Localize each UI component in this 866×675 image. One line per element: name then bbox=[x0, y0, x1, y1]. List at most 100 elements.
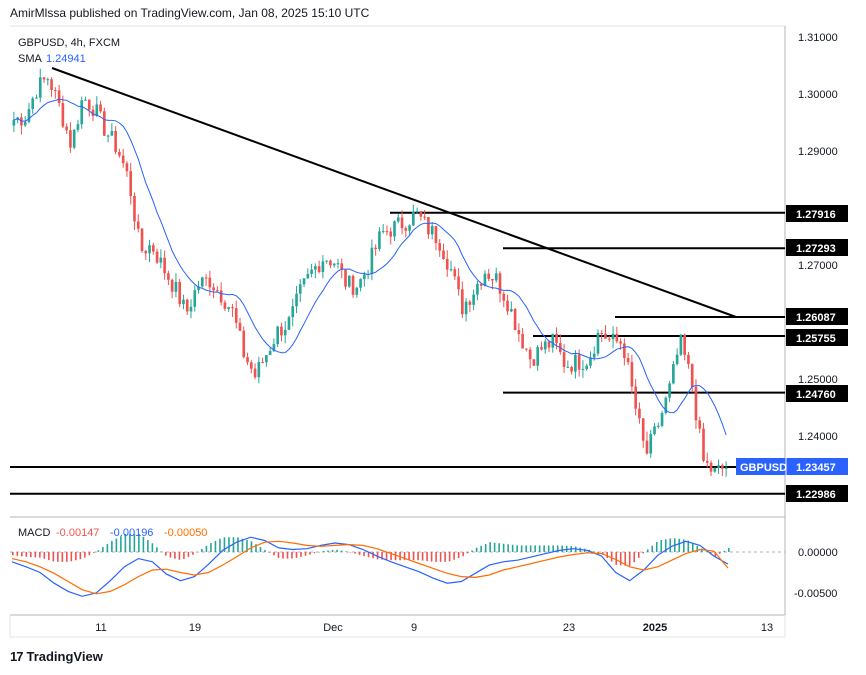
candle-body bbox=[521, 334, 524, 349]
candle-body bbox=[23, 121, 27, 126]
candle-body bbox=[634, 386, 637, 409]
candle-body bbox=[536, 347, 540, 366]
candle-body bbox=[133, 195, 136, 222]
macd-histogram-bar bbox=[642, 552, 645, 554]
candle-body bbox=[272, 344, 276, 352]
macd-histogram-bar bbox=[619, 552, 622, 566]
macd-histogram-bar bbox=[687, 540, 690, 552]
macd-histogram-bar bbox=[12, 552, 14, 556]
candle-body bbox=[302, 278, 306, 285]
macd-histogram-bar bbox=[214, 540, 217, 552]
candle-body bbox=[445, 259, 449, 270]
candle-body bbox=[656, 425, 660, 427]
macd-histogram-bar bbox=[133, 533, 136, 552]
candle-body bbox=[223, 302, 227, 309]
candle-body bbox=[687, 354, 690, 365]
candle-body bbox=[566, 366, 570, 368]
candle-body bbox=[400, 217, 404, 229]
candle-body bbox=[404, 228, 408, 231]
level-label: 1.27293 bbox=[796, 243, 836, 255]
macd-histogram-bar bbox=[183, 552, 185, 559]
candle-body bbox=[528, 349, 532, 360]
candle-body bbox=[498, 273, 502, 294]
candle-body bbox=[419, 211, 423, 217]
candle-body bbox=[589, 357, 592, 366]
candle-body bbox=[355, 287, 359, 295]
macd-histogram-bar bbox=[691, 543, 694, 552]
y-tick: 1.29000 bbox=[798, 146, 838, 158]
macd-histogram-bar bbox=[538, 545, 541, 552]
macd-legend-label[interactable]: MACD bbox=[18, 527, 50, 539]
candle-body bbox=[170, 279, 174, 292]
candle-body bbox=[110, 131, 114, 136]
candle-body bbox=[65, 126, 68, 131]
candlesticks bbox=[12, 68, 728, 477]
macd-histogram-bar bbox=[273, 552, 275, 556]
candle-body bbox=[592, 353, 596, 358]
candle-body bbox=[543, 341, 547, 350]
candle-body bbox=[287, 317, 291, 330]
candle-body bbox=[506, 300, 509, 312]
macd-histogram-bar bbox=[439, 552, 442, 562]
macd-histogram-bar bbox=[628, 552, 631, 566]
macd-histogram-bar bbox=[115, 538, 118, 552]
candle-body bbox=[265, 355, 268, 363]
macd-histogram-bar bbox=[120, 536, 122, 552]
macd-histogram-bar bbox=[646, 549, 649, 552]
candle-body bbox=[464, 301, 468, 315]
candle-body bbox=[114, 131, 117, 152]
candle-body bbox=[118, 151, 121, 156]
level-label: 1.22986 bbox=[796, 489, 836, 501]
candle-body bbox=[381, 231, 385, 233]
tradingview-icon: 17 bbox=[10, 649, 24, 664]
candle-body bbox=[709, 462, 713, 472]
candle-body bbox=[615, 333, 619, 342]
candle-body bbox=[649, 434, 653, 454]
candle-body bbox=[423, 216, 426, 218]
candle-body bbox=[509, 309, 513, 312]
macd-histogram-bar bbox=[637, 552, 640, 558]
candle-body bbox=[675, 354, 679, 365]
macd-histogram-bar bbox=[484, 544, 487, 552]
trend-line bbox=[51, 67, 737, 318]
candle-body bbox=[698, 420, 702, 429]
candle-body bbox=[295, 293, 298, 307]
candle-body bbox=[200, 277, 204, 287]
candle-body bbox=[347, 275, 351, 287]
candle-body bbox=[396, 217, 400, 222]
candle-body bbox=[476, 283, 479, 295]
macd-histogram-bar bbox=[394, 552, 397, 561]
macd-histogram-bar bbox=[718, 552, 721, 554]
candle-body bbox=[27, 109, 31, 122]
macd-signal-line bbox=[11, 540, 729, 595]
candle-body bbox=[385, 231, 389, 233]
sma-legend-label[interactable]: SMA bbox=[18, 53, 43, 65]
candle-body bbox=[99, 104, 102, 112]
candle-body bbox=[50, 79, 53, 90]
macd-histogram-bar bbox=[354, 552, 356, 554]
candle-body bbox=[434, 226, 438, 244]
macd-histogram-bar bbox=[475, 547, 478, 552]
candle-body bbox=[125, 163, 129, 172]
candle-body bbox=[69, 130, 72, 148]
candle-body bbox=[491, 278, 494, 281]
macd-histogram-bar bbox=[165, 552, 167, 556]
macd-histogram-bar bbox=[417, 552, 419, 561]
candle-body bbox=[38, 77, 42, 98]
macd-histogram-bar bbox=[219, 538, 221, 552]
candle-body bbox=[227, 307, 231, 309]
candle-body bbox=[219, 290, 223, 303]
macd-histogram-bar bbox=[93, 552, 95, 553]
candle-body bbox=[705, 460, 709, 463]
candle-body bbox=[291, 306, 295, 318]
candle-body bbox=[95, 104, 99, 116]
macd-histogram-bar bbox=[363, 552, 365, 557]
macd-histogram-bar bbox=[250, 541, 253, 552]
horizontal-levels bbox=[10, 211, 785, 495]
candle-body bbox=[660, 413, 664, 426]
candle-body bbox=[604, 333, 607, 339]
candle-body bbox=[321, 261, 325, 273]
symbol-legend[interactable]: GBPUSD, 4h, FXCM bbox=[18, 37, 120, 49]
tradingview-logo[interactable]: 17 TradingView bbox=[10, 649, 103, 664]
